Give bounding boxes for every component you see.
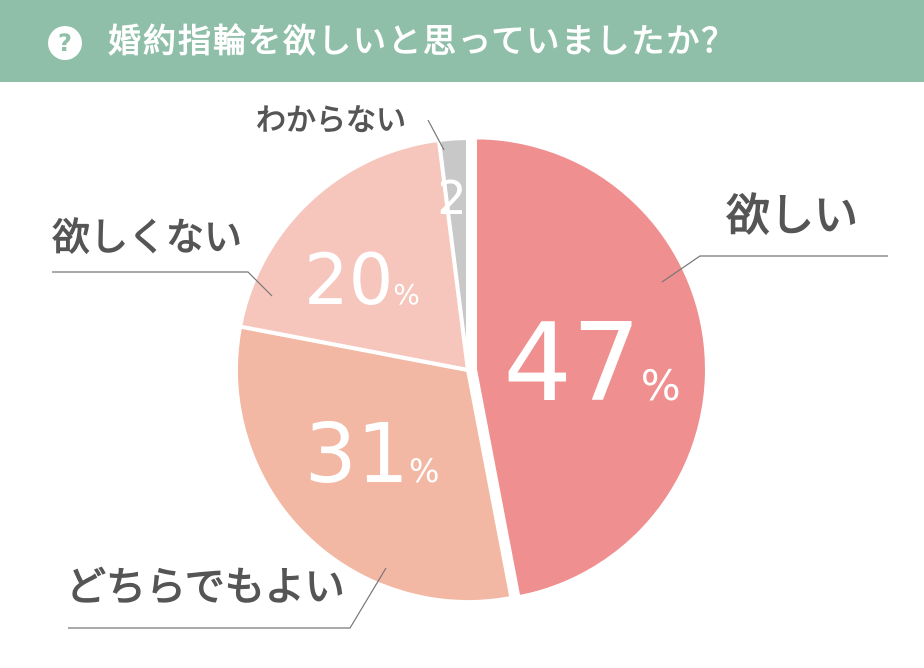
slice-percent-label: 31% bbox=[305, 407, 440, 502]
header-bar: ? 婚約指輪を欲しいと思っていましたか？ bbox=[0, 0, 924, 82]
pie-slice bbox=[472, 135, 709, 600]
leader-line bbox=[427, 119, 445, 151]
slice-percent-label: 2 bbox=[437, 171, 466, 225]
pie-slice bbox=[234, 324, 514, 604]
question-circle-icon: ? bbox=[48, 26, 82, 60]
slice-category-label: 欲しい bbox=[725, 190, 858, 241]
percent-unit: % bbox=[409, 452, 439, 490]
slice-category-label: 欲しくない bbox=[51, 215, 242, 259]
slice-value: 31 bbox=[305, 407, 409, 502]
pie-slice bbox=[237, 137, 471, 373]
percent-unit: % bbox=[641, 361, 681, 410]
slice-category-label: どちらでもよい bbox=[66, 564, 345, 610]
slice-value: 2 bbox=[437, 171, 466, 225]
slice-category-label: わからない bbox=[256, 103, 406, 138]
page-title: 婚約指輪を欲しいと思っていましたか？ bbox=[108, 21, 737, 60]
percent-unit: % bbox=[393, 278, 420, 311]
leader-line bbox=[52, 271, 273, 297]
leader-line bbox=[661, 255, 888, 283]
leader-line bbox=[68, 567, 387, 629]
slice-value: 47 bbox=[503, 301, 640, 426]
slice-percent-label: 20% bbox=[304, 239, 420, 321]
slice-value: 20 bbox=[304, 239, 393, 321]
slice-percent-label: 47% bbox=[503, 301, 680, 426]
